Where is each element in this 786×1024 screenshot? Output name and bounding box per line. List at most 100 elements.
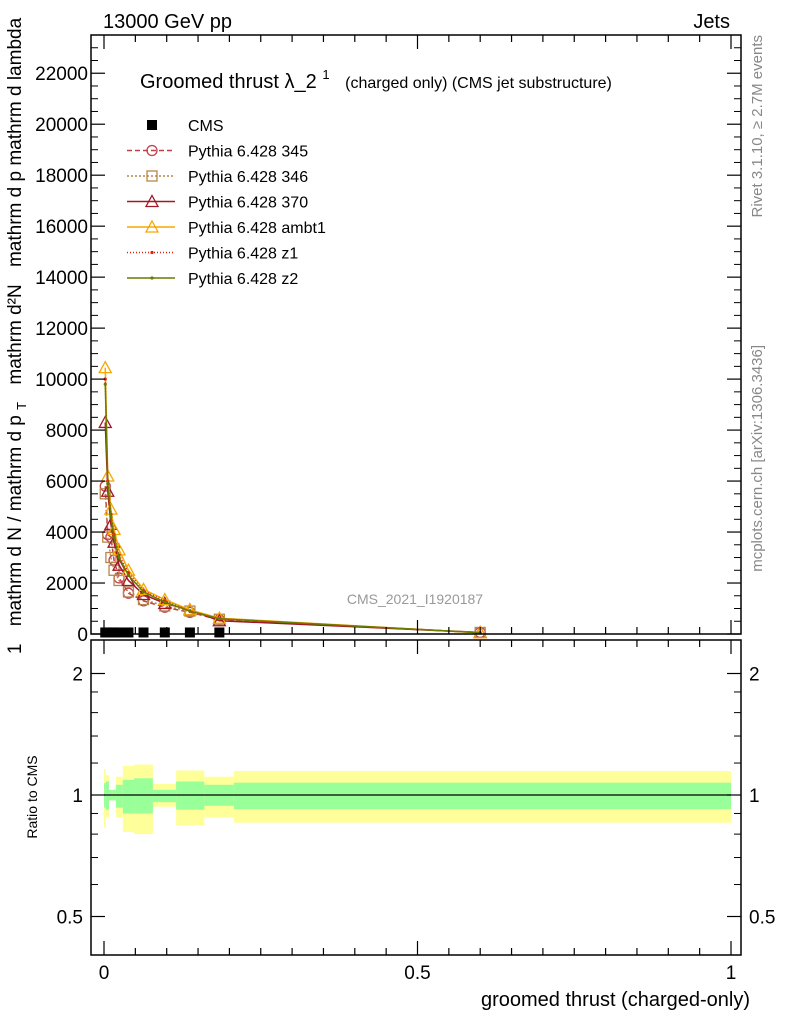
series-pythia-6-428-346 [99, 488, 486, 639]
legend-entry: CMS [147, 118, 224, 135]
series-pythia-6-428-345 [99, 480, 486, 639]
marker-triangle [100, 483, 115, 497]
plot-title: Groomed thrust λ_2 1 (charged only) (CMS… [140, 62, 612, 93]
main-plot-frame [90, 34, 742, 635]
ylabel-num-left: mathrm d²N [5, 284, 26, 384]
marker-square [214, 627, 225, 638]
ylabel-num-right: mathrm d p mathrm d lambda [5, 17, 26, 267]
legend-label: Pythia 6.428 z1 [188, 246, 298, 263]
series-cms [100, 627, 225, 638]
x-tick-label: 0 [99, 963, 110, 984]
legend-entry: Pythia 6.428 z2 [127, 271, 298, 288]
title-suffix: (charged only) (CMS jet substructure) [345, 75, 612, 92]
y-tick-label: 12000 [35, 319, 88, 340]
y-axis-label-text: 1 mathrm d N / mathrm d p T mathrm d²N m… [5, 17, 31, 654]
ratio-tick-label-left: 1 [72, 786, 83, 807]
y-axis-label: 1 mathrm d N / mathrm d p T mathrm d²N m… [5, 17, 31, 654]
ratio-band-green [122, 779, 135, 814]
marker-square [138, 627, 149, 638]
marker-triangle [144, 219, 160, 233]
y-tick-label: 14000 [35, 268, 88, 289]
marker-dot [103, 377, 107, 381]
ratio-plot-frame [90, 639, 742, 956]
legend-label: Pythia 6.428 z2 [188, 271, 298, 288]
legend-entry: Pythia 6.428 345 [127, 144, 308, 161]
marker-square-open [105, 551, 117, 564]
side-label-bottom: mcplots.cern.ch [arXiv:1306.3436] [749, 345, 766, 572]
title-text: Groomed thrust [140, 71, 279, 93]
ratio-band-green [115, 784, 123, 808]
legend-label: Pythia 6.428 345 [188, 144, 308, 161]
marker-dot [117, 555, 121, 560]
plot-title-text: Groomed thrust λ_2 1 (charged only) (CMS… [140, 62, 612, 93]
marker-triangle [212, 613, 227, 627]
y-tick-label: 8000 [46, 421, 88, 442]
marker-square [159, 627, 170, 638]
ylabel-sub: T [14, 402, 29, 410]
legend: CMS Pythia 6.428 345 Pythia 6.428 346 Pythi… [127, 118, 326, 288]
y-tick-label: 16000 [35, 217, 88, 238]
marker-dot [141, 590, 146, 594]
marker-square [147, 120, 157, 130]
marker-square-open [146, 170, 158, 182]
y-tick-label: 20000 [35, 115, 88, 136]
y-tick-label: 4000 [46, 523, 88, 544]
marker-square [114, 627, 125, 638]
marker-dot [106, 482, 110, 486]
ratio-band-green [152, 789, 177, 803]
marker-square-open [122, 586, 135, 598]
marker-square [123, 627, 134, 638]
ratio-tick-label-left: 2 [72, 665, 83, 686]
ratio-y-label: Ratio to CMS [24, 755, 40, 838]
marker-dot [163, 600, 167, 604]
ylabel-den-left: 1 [5, 644, 26, 655]
marker-triangle [144, 194, 160, 208]
marker-dot [150, 276, 154, 280]
ratio-band-green [233, 782, 731, 810]
marker-square-open [113, 574, 125, 587]
x-tick-label: 1 [726, 963, 737, 984]
ratio-tick-label-right: 2 [749, 665, 760, 686]
title-sup: 1 [322, 67, 329, 82]
marker-triangle [98, 360, 113, 374]
legend-entry: Pythia 6.428 ambt1 [127, 219, 326, 237]
side-label-top: Rivet 3.1.10, ≥ 2.7M events [749, 35, 766, 218]
marker-dot [103, 382, 107, 386]
legend-label: Pythia 6.428 370 [188, 195, 308, 212]
header-left: 13000 GeV pp [103, 11, 232, 33]
y-tick-label: 10000 [35, 370, 88, 391]
legend-label: CMS [188, 118, 224, 135]
marker-dot [150, 250, 154, 255]
legend-label: Pythia 6.428 ambt1 [188, 220, 326, 237]
ylabel-den-right: mathrm d N / mathrm d p [5, 415, 26, 626]
marker-square [109, 627, 120, 638]
marker-dot [217, 617, 221, 621]
ratio-band-green [134, 778, 153, 814]
title-symbol: λ_2 [285, 71, 317, 93]
y-tick-label: 6000 [46, 472, 88, 493]
header-right: Jets [693, 11, 730, 33]
ratio-bands [104, 764, 731, 835]
x-tick-label: 0.5 [404, 963, 430, 984]
marker-dot [109, 515, 113, 519]
axes: 0 2000 4000 6000 8000 10000 12000 14000 16000 180… [35, 34, 775, 984]
legend-entry: Pythia 6.428 370 [127, 194, 308, 212]
watermark: CMS_2021_I1920187 [347, 591, 483, 607]
marker-dot [188, 609, 192, 613]
ratio-tick-label-right: 0.5 [749, 908, 775, 929]
marker-dot [126, 573, 131, 577]
marker-triangle [98, 415, 113, 429]
y-tick-label: 18000 [35, 166, 88, 187]
marker-triangle [121, 573, 136, 587]
ratio-tick-label-left: 0.5 [57, 908, 83, 929]
y-tick-label: 2000 [46, 574, 88, 595]
ratio-tick-label-right: 1 [749, 786, 760, 807]
marker-dot [112, 535, 116, 539]
legend-label: Pythia 6.428 346 [188, 169, 308, 186]
legend-entry: Pythia 6.428 z1 [127, 246, 298, 263]
y-tick-label: 0 [77, 625, 88, 646]
series-line [104, 493, 481, 634]
x-axis-label: groomed thrust (charged-only) [481, 989, 750, 1011]
legend-entry: Pythia 6.428 346 [127, 169, 308, 186]
